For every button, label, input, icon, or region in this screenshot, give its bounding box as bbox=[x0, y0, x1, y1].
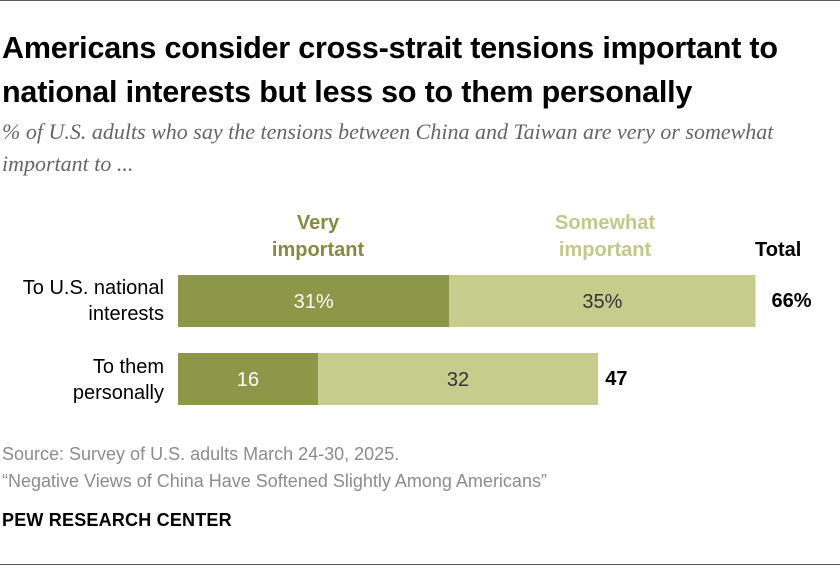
data-label-very-important-national-interests: 31% bbox=[294, 291, 334, 313]
data-label-somewhat-important-national-interests: 35% bbox=[582, 291, 622, 313]
legend-total: Total bbox=[755, 239, 802, 261]
chart-title: Americans consider cross-strait tensions… bbox=[2, 31, 778, 109]
chart-subtitle: % of U.S. adults who say the tensions be… bbox=[2, 119, 774, 176]
data-label-somewhat-important-personally: 32 bbox=[447, 369, 469, 391]
bottom-border bbox=[0, 564, 840, 565]
source-line: Source: Survey of U.S. adults March 24-3… bbox=[2, 444, 400, 464]
legend-somewhat-important: Somewhat important bbox=[554, 212, 656, 261]
report-title-line: “Negative Views of China Have Softened S… bbox=[2, 471, 547, 491]
pew-research-center-logo-text: PEW RESEARCH CENTER bbox=[2, 510, 232, 530]
top-border bbox=[0, 0, 840, 1]
bar-very-important-national-interests bbox=[178, 275, 450, 327]
source-note: Source: Survey of U.S. adults March 24-3… bbox=[2, 441, 547, 495]
total-label-national-interests: 66% bbox=[771, 290, 812, 312]
legend-very-important: Very important bbox=[271, 212, 365, 261]
category-label-personally: To them personally bbox=[72, 356, 164, 404]
bar-somewhat-important-personally bbox=[318, 353, 598, 405]
data-label-very-important-personally: 16 bbox=[237, 369, 259, 391]
bar-somewhat-important-national-interests bbox=[449, 275, 756, 327]
category-label-national-interests: To U.S. national interests bbox=[22, 277, 164, 325]
total-label-personally: 47 bbox=[605, 368, 628, 390]
bar-very-important-personally bbox=[178, 353, 318, 405]
